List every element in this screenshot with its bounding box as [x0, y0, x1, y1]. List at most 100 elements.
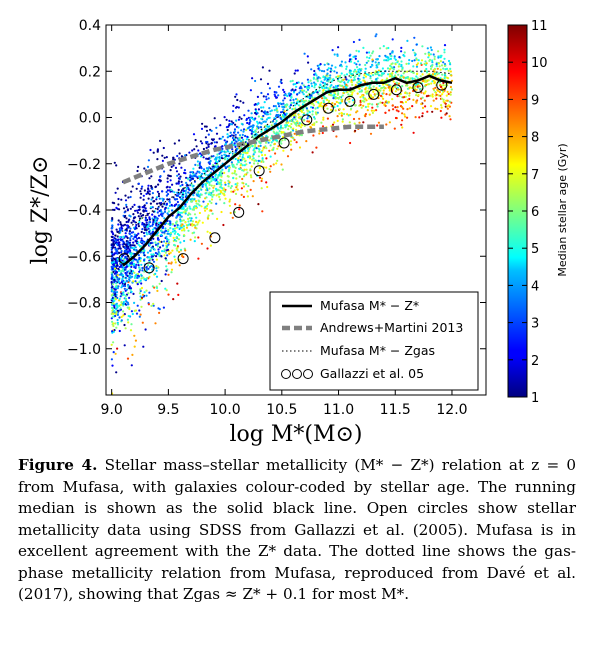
galaxy-point — [401, 67, 404, 70]
galaxy-point — [150, 198, 153, 201]
galaxy-point — [315, 146, 318, 149]
galaxy-point — [218, 195, 221, 198]
galaxy-point — [292, 129, 295, 132]
galaxy-point — [205, 146, 208, 149]
galaxy-point — [146, 165, 150, 168]
galaxy-point — [391, 66, 394, 70]
galaxy-point — [198, 200, 201, 203]
galaxy-point — [160, 229, 163, 232]
galaxy-point — [351, 99, 354, 102]
galaxy-point — [179, 220, 182, 223]
galaxy-point — [365, 92, 368, 95]
galaxy-point — [141, 266, 144, 270]
galaxy-point — [255, 147, 258, 150]
galaxy-point — [250, 176, 253, 179]
galaxy-point — [371, 58, 374, 61]
galaxy-point — [248, 155, 251, 158]
galaxy-point — [396, 95, 399, 98]
galaxy-point — [397, 65, 400, 68]
galaxy-point — [259, 144, 262, 147]
galaxy-point — [206, 157, 210, 160]
galaxy-point — [141, 223, 144, 226]
galaxy-point — [394, 90, 397, 93]
galaxy-point — [256, 120, 259, 123]
galaxy-point — [163, 208, 167, 211]
galaxy-point — [376, 63, 380, 66]
galaxy-point — [367, 59, 370, 63]
galaxy-point — [352, 55, 355, 59]
gallazzi-point — [253, 165, 265, 177]
galaxy-point — [279, 116, 282, 120]
galaxy-point — [137, 225, 140, 228]
galaxy-point — [210, 168, 213, 171]
galaxy-point — [226, 165, 229, 168]
galaxy-point — [332, 97, 335, 100]
galaxy-point — [142, 295, 145, 298]
galaxy-point — [439, 85, 443, 88]
galaxy-point — [120, 319, 123, 322]
galaxy-point — [388, 121, 391, 124]
galaxy-point — [119, 295, 122, 298]
galaxy-point — [269, 165, 272, 168]
galaxy-point — [110, 251, 113, 254]
galaxy-point — [168, 220, 171, 223]
galaxy-point — [450, 88, 453, 91]
galaxy-point — [449, 70, 452, 73]
galaxy-point — [431, 59, 434, 62]
galaxy-point — [224, 197, 227, 200]
galaxy-point — [421, 96, 424, 99]
galaxy-point — [193, 213, 197, 216]
galaxy-point — [158, 197, 161, 200]
galaxy-point — [374, 61, 377, 64]
galaxy-point — [232, 177, 235, 180]
galaxy-point — [220, 191, 223, 194]
galaxy-point — [402, 96, 405, 99]
galaxy-point — [328, 99, 331, 103]
galaxy-point — [208, 200, 211, 203]
galaxy-point — [141, 228, 144, 231]
galaxy-point — [262, 95, 265, 98]
galaxy-point — [130, 262, 133, 265]
chart-lines — [111, 70, 453, 274]
galaxy-point — [398, 63, 401, 66]
galaxy-point — [286, 155, 290, 158]
galaxy-point — [119, 221, 122, 224]
galaxy-point — [145, 202, 148, 205]
galaxy-point — [292, 91, 296, 94]
galaxy-point — [195, 207, 198, 210]
galaxy-point — [215, 141, 218, 144]
galaxy-point — [195, 172, 198, 175]
galaxy-point — [326, 98, 329, 101]
galaxy-point — [111, 217, 114, 220]
galaxy-point — [163, 156, 166, 159]
galaxy-point — [292, 114, 295, 117]
galaxy-point — [438, 65, 441, 68]
galaxy-point — [115, 241, 118, 244]
galaxy-point — [277, 94, 280, 97]
galaxy-point — [294, 88, 297, 91]
galaxy-point — [184, 192, 187, 195]
galaxy-point — [138, 281, 141, 284]
galaxy-point — [199, 165, 203, 168]
galaxy-point — [219, 124, 222, 127]
x-tick-label: 11.5 — [380, 402, 411, 418]
galaxy-point — [118, 304, 121, 307]
galaxy-point — [122, 235, 125, 238]
galaxy-point — [168, 204, 171, 207]
galaxy-point — [349, 60, 353, 63]
colorbar-tick-label: 1 — [531, 391, 539, 406]
galaxy-point — [111, 320, 114, 323]
galaxy-point — [329, 74, 332, 77]
galaxy-point — [255, 113, 258, 116]
galaxy-point — [191, 222, 194, 225]
galaxy-point — [151, 213, 154, 216]
galaxy-point — [362, 104, 365, 107]
galaxy-point — [132, 213, 135, 216]
galaxy-point — [281, 139, 284, 142]
galaxy-point — [120, 266, 124, 269]
galaxy-point — [443, 48, 446, 51]
galaxy-point — [340, 98, 343, 101]
galaxy-point — [112, 351, 115, 354]
galaxy-point — [396, 106, 399, 109]
galaxy-point — [250, 112, 253, 115]
